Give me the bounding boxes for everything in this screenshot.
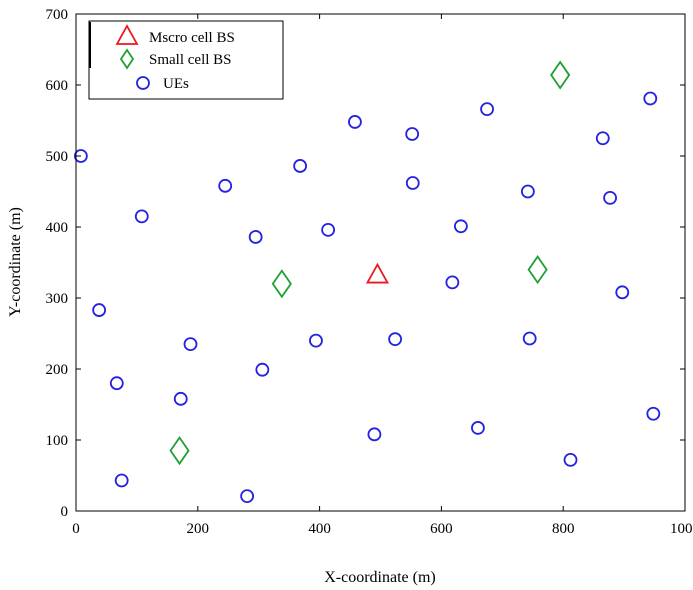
data-point-circle <box>388 332 403 347</box>
data-point-circle <box>240 489 255 503</box>
data-point-circle <box>615 285 630 300</box>
data-point-circle <box>293 159 308 173</box>
legend: Mscro cell BS Small cell BS UEs <box>88 20 284 100</box>
data-point-circle <box>405 176 420 190</box>
data-point-circle <box>92 303 107 317</box>
x-tick-label: 400 <box>308 521 331 537</box>
legend-marker-diamond <box>119 48 135 70</box>
series-diamond <box>169 60 571 466</box>
legend-items: Mscro cell BS Small cell BS UEs <box>115 24 235 92</box>
data-point-circle <box>248 230 263 244</box>
data-point-circle <box>309 333 323 348</box>
legend-marker-triangle <box>115 24 139 45</box>
data-point-circle <box>643 91 658 106</box>
data-point-circle <box>480 102 494 117</box>
data-point-diamond <box>169 436 190 466</box>
x-axis-label: X-coordinate (m) <box>324 569 436 586</box>
x-tick-label: 0 <box>72 521 80 537</box>
data-point-circle <box>255 362 270 377</box>
y-tick-label: 700 <box>46 7 69 23</box>
data-point-circle <box>522 331 537 346</box>
plot-area-frame <box>75 13 686 512</box>
data-point-circle <box>183 337 198 352</box>
series-triangle <box>365 262 389 284</box>
legend-label: UEs <box>163 76 189 92</box>
legend-marker-circle <box>136 76 150 90</box>
marks-layer <box>73 60 661 503</box>
legend-label: Mscro cell BS <box>149 30 235 46</box>
data-point-circle <box>405 127 420 141</box>
data-point-circle <box>563 452 578 467</box>
y-tick-label: 200 <box>46 362 69 378</box>
y-tick-label: 600 <box>46 78 69 94</box>
x-tick-label: 200 <box>187 521 210 537</box>
data-point-triangle <box>365 262 389 284</box>
data-point-circle <box>218 178 233 193</box>
data-point-circle <box>367 427 382 442</box>
data-point-diamond <box>271 269 292 299</box>
data-point-circle <box>109 376 124 391</box>
data-point-circle <box>348 115 362 129</box>
series-circle <box>73 91 661 503</box>
data-point-circle <box>445 275 460 290</box>
data-point-circle <box>134 209 149 224</box>
data-point-circle <box>73 149 88 163</box>
data-point-circle <box>595 131 610 146</box>
legend-label: Small cell BS <box>149 52 232 68</box>
data-point-circle <box>603 190 617 205</box>
data-point-circle <box>321 222 336 237</box>
data-point-circle <box>471 421 485 435</box>
y-tick-label: 500 <box>46 149 69 165</box>
x-tick-label: 600 <box>430 521 453 537</box>
y-tick-label: 300 <box>46 291 69 307</box>
data-point-circle <box>114 473 129 488</box>
data-point-circle <box>453 219 468 234</box>
data-point-circle <box>520 184 535 199</box>
y-axis-label: Y-coordinate (m) <box>7 207 24 317</box>
data-point-diamond <box>550 60 571 90</box>
data-point-diamond <box>527 255 548 285</box>
data-point-circle <box>173 391 188 406</box>
y-tick-label: 400 <box>46 220 69 236</box>
y-tick-label: 0 <box>61 504 69 520</box>
data-point-circle <box>646 406 661 421</box>
x-tick-label: 800 <box>552 521 575 537</box>
y-tick-label: 100 <box>46 433 69 449</box>
